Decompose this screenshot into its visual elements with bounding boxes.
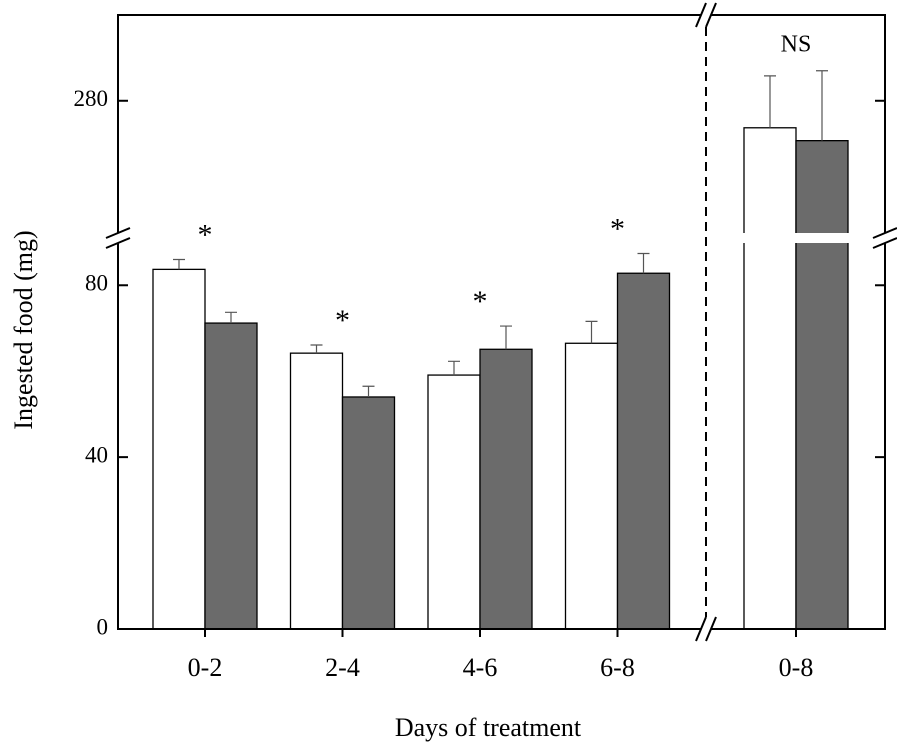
y-tick-label: 80 xyxy=(85,271,108,296)
annotation: * xyxy=(610,212,625,245)
annotation: * xyxy=(335,304,350,337)
break-mark xyxy=(872,237,897,249)
annotation: NS xyxy=(781,32,812,58)
error-bar xyxy=(225,311,237,324)
x-axis-label: Days of treatment xyxy=(395,713,582,742)
annotation: * xyxy=(473,285,488,318)
plot-frame xyxy=(117,14,886,630)
break-mark xyxy=(705,2,717,28)
error-bar xyxy=(816,70,828,141)
break-mark xyxy=(105,227,131,239)
error-bar xyxy=(173,258,185,270)
bar xyxy=(427,374,481,630)
x-tick-label: 2-4 xyxy=(325,653,360,682)
bar xyxy=(479,348,533,630)
break-gap xyxy=(701,12,711,18)
x-tick-label: 0-8 xyxy=(779,653,814,682)
bar xyxy=(341,396,396,630)
error-bar xyxy=(500,325,512,350)
x-tick-label: 6-8 xyxy=(600,653,635,682)
error-bar xyxy=(764,75,776,128)
bar xyxy=(152,268,206,630)
y-tick-label: 280 xyxy=(74,86,109,111)
bar xyxy=(204,322,258,630)
error-bar xyxy=(362,385,375,397)
break-gap xyxy=(701,626,711,632)
y-tick-label: 40 xyxy=(85,442,108,467)
error-bar xyxy=(310,344,323,354)
error-bar xyxy=(585,320,598,344)
bar xyxy=(564,342,619,630)
break-gap xyxy=(738,233,853,243)
break-mark xyxy=(872,227,897,239)
error-bar xyxy=(448,360,460,376)
break-mark xyxy=(695,2,707,28)
x-tick-label: 0-2 xyxy=(188,653,223,682)
bar xyxy=(795,140,849,630)
break-mark xyxy=(705,616,717,642)
break-gap xyxy=(115,233,121,243)
annotation: * xyxy=(198,218,213,251)
break-mark xyxy=(105,237,131,249)
break-mark xyxy=(695,616,707,642)
x-tick-label: 4-6 xyxy=(463,653,498,682)
bar xyxy=(616,272,671,630)
break-gap xyxy=(882,233,888,243)
bar xyxy=(743,127,797,630)
error-bar xyxy=(637,252,650,274)
bar xyxy=(289,352,344,630)
y-tick-label: 0 xyxy=(97,614,109,639)
y-axis-label: Ingested food (mg) xyxy=(9,230,38,429)
